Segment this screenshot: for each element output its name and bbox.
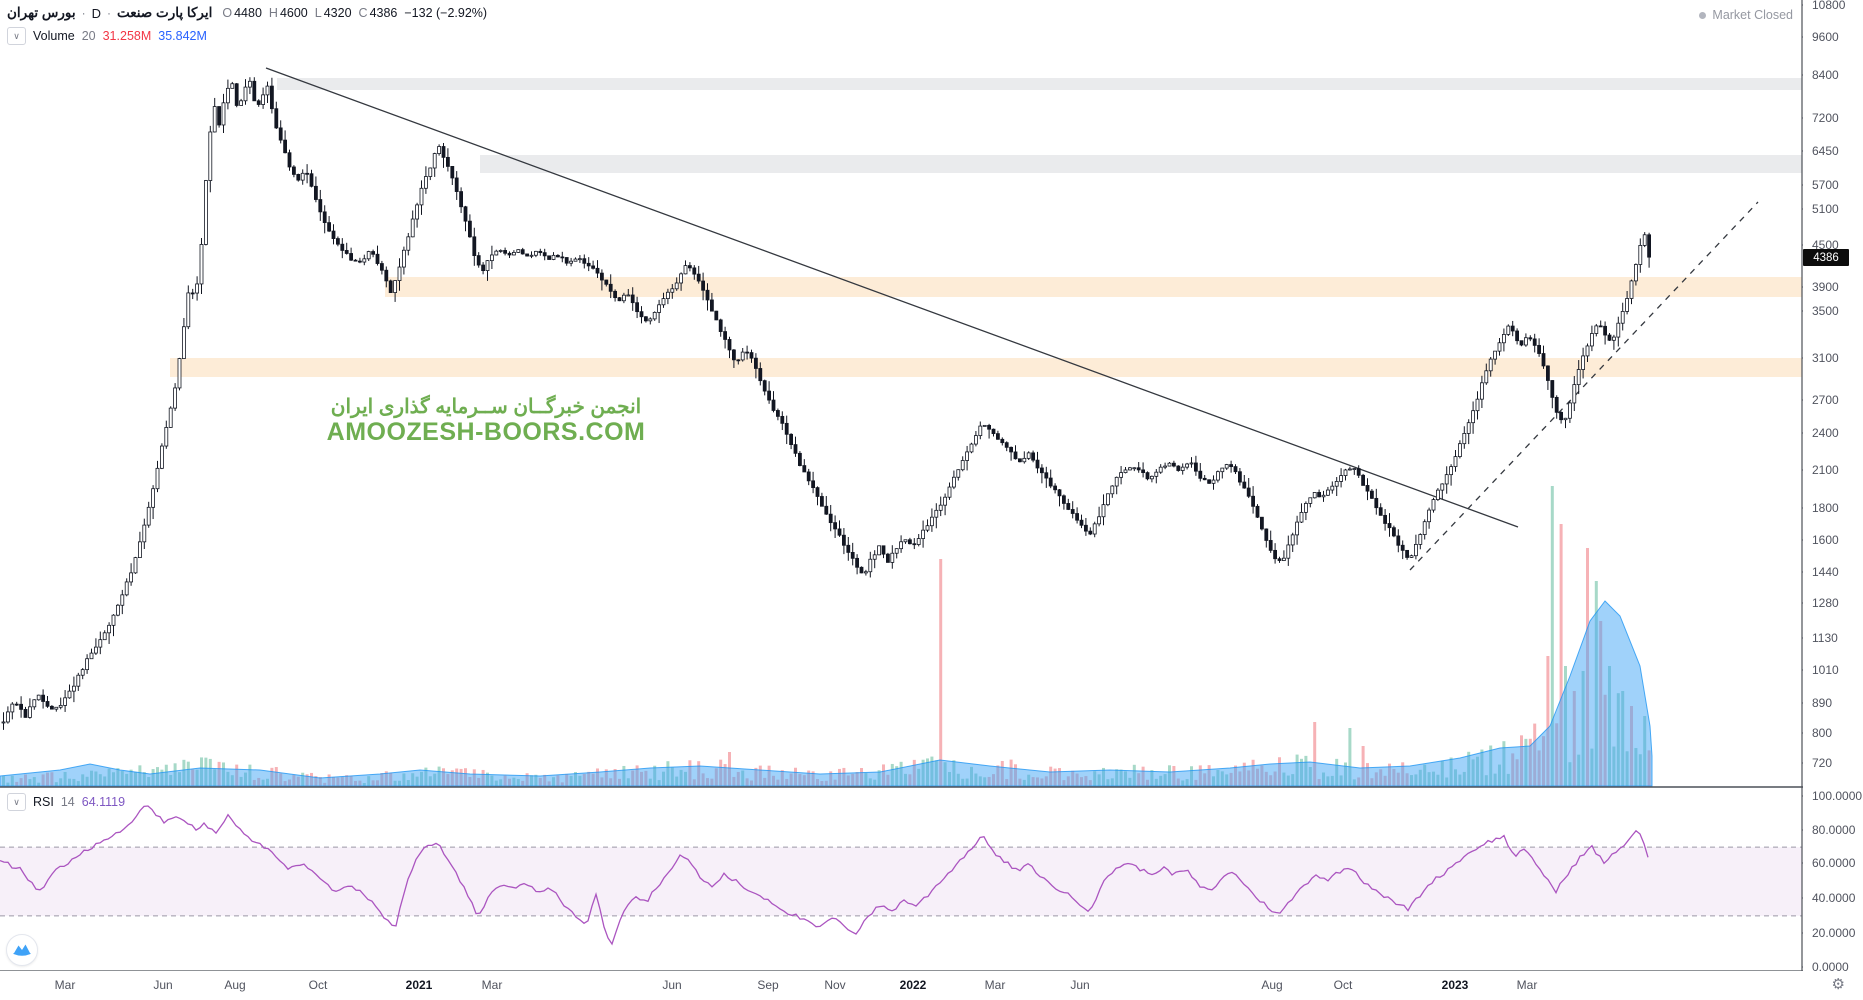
interval-label[interactable]: D [91, 5, 101, 21]
volume-legend: ∨ Volume 20 31.258M 35.842M [7, 27, 207, 45]
low-key: L [314, 6, 322, 20]
chevron-down-icon[interactable]: ∨ [7, 793, 26, 811]
volume-value-blue: 35.842M [158, 29, 207, 43]
axis-tick-label: 1280 [1812, 596, 1839, 610]
change-value: −132 (−2.92%) [404, 6, 488, 20]
axis-tick-label: 8400 [1812, 68, 1839, 82]
close-value: 4386 [369, 6, 398, 20]
axis-tick-label: 3100 [1812, 351, 1839, 365]
axis-tick-label: 5700 [1812, 178, 1839, 192]
sr-zone-gray[interactable] [480, 155, 1802, 173]
time-axis[interactable]: ⚙ Mar Jun Aug Oct 2021 Mar Jun Sep Nov 2022 Mar Jun… [0, 971, 1863, 1000]
sr-zone-orange[interactable] [385, 277, 1802, 297]
axis-tick-label: 2700 [1812, 393, 1839, 407]
candles [1, 77, 1651, 730]
last-price-label: 4386 [1803, 249, 1849, 267]
dashed-trendline[interactable] [1409, 201, 1759, 571]
axis-tick-label: 2400 [1812, 426, 1839, 440]
axis-tick-label: 3900 [1812, 280, 1839, 294]
rsi-legend: ∨ RSI 14 64.1119 [7, 793, 125, 811]
time-label-month: Nov [824, 978, 846, 992]
gear-icon[interactable]: ⚙ [1831, 976, 1845, 993]
symbol-name: ایرکا پارت صنعت [116, 5, 213, 20]
symbol-legend: ایرکا پارت صنعت · D · بورس تهران O 4480 … [7, 5, 487, 21]
time-label-month: Jun [1070, 978, 1090, 992]
rsi-band [0, 847, 1802, 916]
separator-dot: · [106, 6, 111, 20]
volume-length: 20 [81, 29, 96, 43]
axis-tick-label: 1130 [1812, 631, 1838, 645]
open-key: O [222, 6, 233, 20]
time-label-month: Aug [224, 978, 246, 992]
axis-tick-label: 100.0000 [1812, 789, 1863, 803]
axis-tick-label: 2100 [1812, 463, 1839, 477]
market-closed-dot-icon [1699, 11, 1707, 19]
open-value: 4480 [234, 6, 262, 20]
axis-tick-label: 40.0000 [1812, 891, 1856, 905]
axis-tick-label: 1010 [1812, 663, 1839, 677]
market-status-label: Market Closed [1712, 8, 1793, 22]
time-label-month: Oct [308, 978, 328, 992]
time-label-month: Sep [757, 978, 779, 992]
price-axis[interactable]: 4386 10800 9600 8400 7200 6450 5700 5100 4500 39… [1803, 0, 1863, 974]
axis-tick-label: 60.0000 [1812, 856, 1856, 870]
time-label-month: Jun [662, 978, 682, 992]
rsi-line [0, 805, 1649, 946]
axis-tick-label: 3500 [1812, 304, 1839, 318]
time-label-month: Mar [1516, 978, 1538, 992]
time-label-month: Mar [984, 978, 1006, 992]
volume-value-red: 31.258M [102, 29, 152, 43]
axis-tick-label: 10800 [1812, 0, 1846, 12]
volume-bars [2, 486, 1651, 786]
time-label-year: 2022 [899, 978, 927, 992]
volume-indicator-name[interactable]: Volume [33, 29, 75, 43]
axis-tick-label: 720 [1812, 756, 1833, 770]
rsi-value: 64.1119 [81, 795, 126, 809]
axis-tick-label: 7200 [1812, 111, 1839, 125]
axis-tick-label: 4500 [1812, 238, 1839, 252]
exchange-name: بورس تهران [7, 5, 76, 20]
axis-tick-label: 800 [1812, 726, 1833, 740]
watermark-line-en: AMOOZESH-BOORS.COM [326, 418, 646, 447]
axis-tick-label: 1800 [1812, 501, 1839, 515]
axis-tick-label: 1600 [1812, 533, 1839, 547]
high-value: 4600 [279, 6, 308, 20]
watermark: انجمن خبرگــان ســرمایه گذاری ایران AMOO… [318, 396, 654, 446]
axis-tick-label: 6450 [1812, 144, 1839, 158]
time-label-month: Mar [54, 978, 76, 992]
time-label-year: 2021 [405, 978, 433, 992]
axis-tick-label: 20.0000 [1812, 926, 1856, 940]
axis-tick-label: 890 [1812, 696, 1833, 710]
axis-tick-label: 1440 [1812, 565, 1839, 579]
time-label-month: Jun [153, 978, 173, 992]
sr-zone-orange[interactable] [170, 358, 1802, 377]
axis-tick-label: 0.0000 [1812, 960, 1849, 974]
symbol-title[interactable]: ایرکا پارت صنعت · D · بورس تهران [7, 5, 212, 21]
chevron-down-icon[interactable]: ∨ [7, 27, 26, 45]
axis-tick-label: 80.0000 [1812, 823, 1856, 837]
market-status: Market Closed [1699, 8, 1793, 22]
separator-dot: · [81, 6, 86, 20]
mountain-chart-icon [13, 944, 31, 956]
rsi-length: 14 [60, 795, 75, 809]
axis-tick-label: 9600 [1812, 30, 1839, 44]
time-label-month: Aug [1261, 978, 1283, 992]
ohlc-values: O 4480 H 4600 L 4320 C 4386 −132 (−2.92%… [222, 6, 487, 20]
volume-ma-area [0, 600, 1653, 787]
rsi-indicator-name[interactable]: RSI [33, 795, 54, 809]
time-label-month: Oct [1333, 978, 1353, 992]
watermark-line-fa: انجمن خبرگــان ســرمایه گذاری ایران [330, 396, 642, 418]
time-label-year: 2023 [1441, 978, 1469, 992]
axis-tick-label: 5100 [1812, 202, 1839, 216]
sr-zone-gray[interactable] [277, 78, 1802, 90]
high-key: H [268, 6, 278, 20]
time-label-month: Mar [481, 978, 503, 992]
close-key: C [358, 6, 368, 20]
logo-button[interactable] [6, 934, 38, 966]
low-value: 4320 [323, 6, 352, 20]
solid-trendline[interactable] [265, 67, 1519, 528]
